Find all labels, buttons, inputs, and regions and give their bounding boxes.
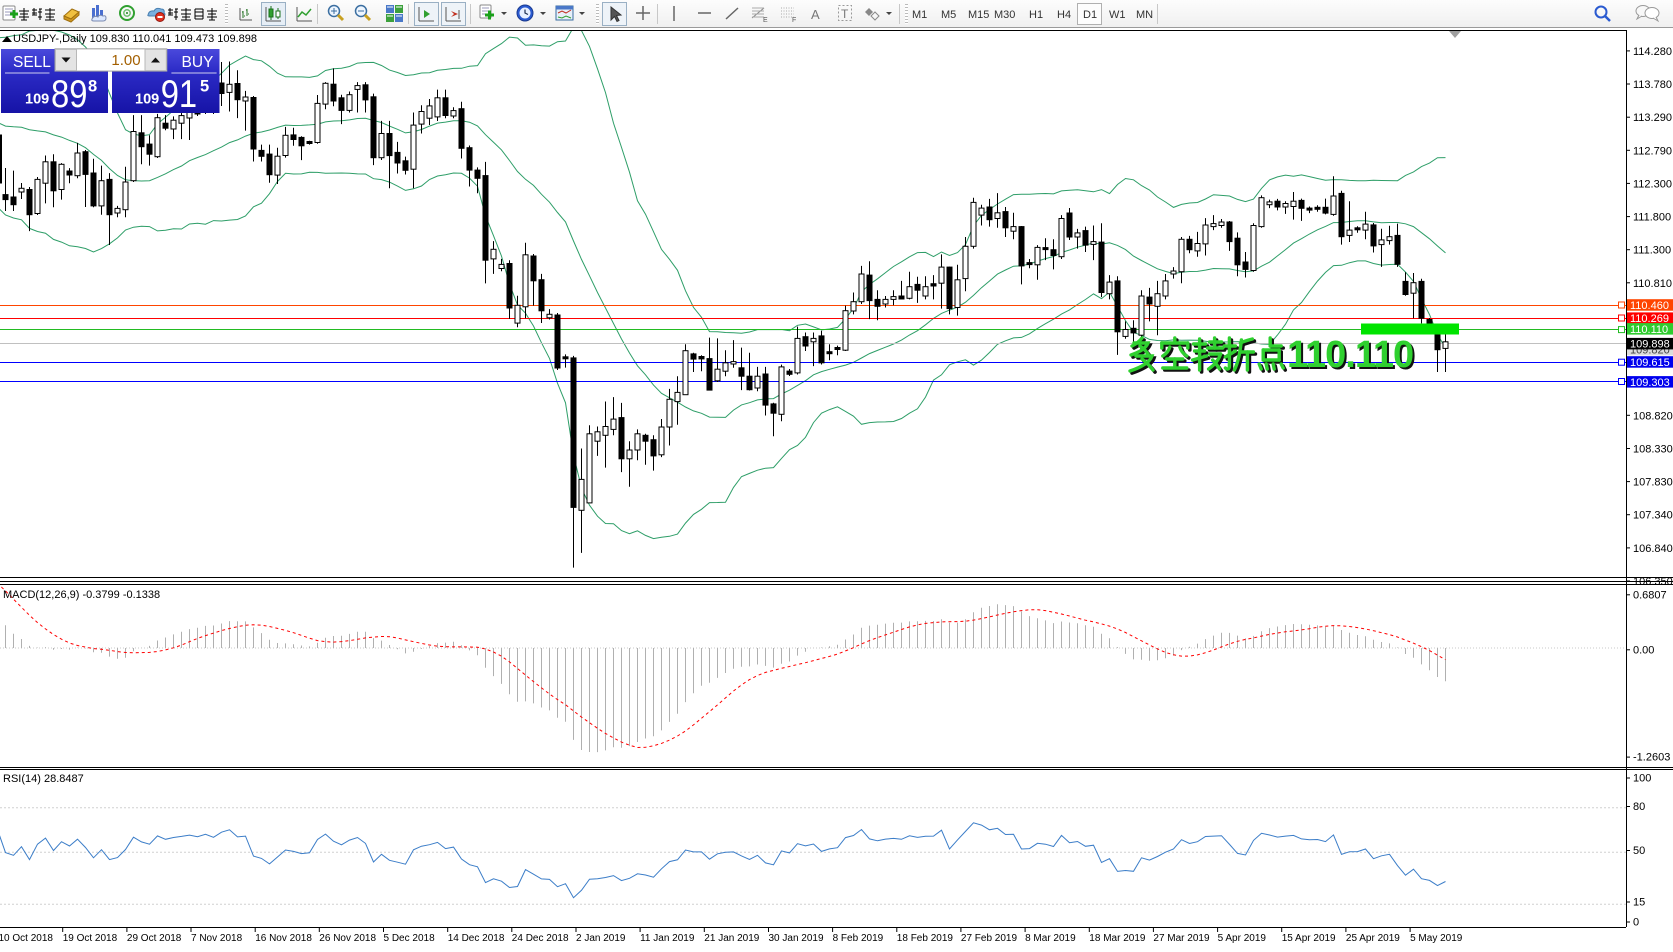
svg-text:15 Apr 2019: 15 Apr 2019: [1282, 933, 1336, 944]
svg-text:10 Oct 2018: 10 Oct 2018: [0, 933, 53, 944]
svg-text:112.790: 112.790: [1633, 145, 1672, 157]
svg-text:114.280: 114.280: [1633, 46, 1672, 58]
svg-text:H1: H1: [1029, 9, 1043, 21]
svg-text:1.00: 1.00: [111, 52, 140, 69]
svg-text:-1.2603: -1.2603: [1633, 752, 1670, 764]
svg-text:0.6807: 0.6807: [1633, 589, 1667, 601]
svg-text:108.330: 108.330: [1633, 444, 1673, 456]
svg-text:25 Apr 2019: 25 Apr 2019: [1346, 933, 1400, 944]
svg-text:30 Jan 2019: 30 Jan 2019: [769, 933, 824, 944]
svg-text:109.303: 109.303: [1630, 377, 1670, 389]
svg-text:M1: M1: [912, 9, 927, 21]
svg-text:113.290: 113.290: [1633, 112, 1672, 124]
svg-text:H4: H4: [1057, 9, 1071, 21]
svg-text:M15: M15: [968, 9, 989, 21]
svg-text:15: 15: [1633, 897, 1645, 909]
svg-text:A: A: [811, 7, 820, 22]
svg-text:8 Mar 2019: 8 Mar 2019: [1025, 933, 1076, 944]
svg-text:21 Jan 2019: 21 Jan 2019: [704, 933, 759, 944]
svg-text:80: 80: [1633, 801, 1645, 813]
svg-text:BUY: BUY: [182, 54, 214, 71]
svg-text:E: E: [763, 17, 768, 24]
svg-text:0.00: 0.00: [1633, 644, 1654, 656]
svg-text:F: F: [792, 17, 796, 24]
svg-text:91: 91: [161, 71, 197, 115]
svg-text:M5: M5: [941, 9, 956, 21]
svg-text:MN: MN: [1136, 9, 1153, 21]
svg-text:8 Feb 2019: 8 Feb 2019: [833, 933, 884, 944]
svg-text:111.300: 111.300: [1633, 245, 1671, 257]
svg-text:USDJPY-,Daily 109.830 110.041: USDJPY-,Daily 109.830 110.041 109.473 10…: [13, 33, 257, 45]
svg-text:27 Mar 2019: 27 Mar 2019: [1153, 933, 1210, 944]
svg-text:100: 100: [1633, 773, 1651, 785]
svg-text:SELL: SELL: [13, 54, 51, 71]
svg-text:5: 5: [200, 77, 209, 95]
svg-text:110.110: 110.110: [1289, 336, 1415, 378]
svg-text:18 Feb 2019: 18 Feb 2019: [897, 933, 954, 944]
svg-text:D1: D1: [1083, 9, 1097, 21]
svg-text:50: 50: [1633, 845, 1645, 857]
svg-text:110.110: 110.110: [1630, 324, 1668, 336]
svg-text:107.340: 107.340: [1633, 510, 1673, 522]
svg-text:MACD(12,26,9) -0.3799 -0.1338: MACD(12,26,9) -0.3799 -0.1338: [3, 589, 160, 601]
svg-text:19 Oct 2018: 19 Oct 2018: [63, 933, 118, 944]
svg-text:112.300: 112.300: [1633, 178, 1672, 190]
svg-text:107.830: 107.830: [1633, 477, 1673, 489]
svg-text:106.840: 106.840: [1633, 543, 1673, 555]
svg-text:27 Feb 2019: 27 Feb 2019: [961, 933, 1018, 944]
svg-text:110.110: 110.110: [1287, 334, 1413, 376]
svg-text:106.350: 106.350: [1633, 576, 1673, 588]
svg-text:29 Oct 2018: 29 Oct 2018: [127, 933, 182, 944]
svg-text:108.820: 108.820: [1633, 410, 1673, 422]
svg-text:7 Nov 2018: 7 Nov 2018: [191, 933, 243, 944]
svg-text:5 Apr 2019: 5 Apr 2019: [1218, 933, 1267, 944]
svg-text:14 Dec 2018: 14 Dec 2018: [448, 933, 505, 944]
svg-text:26 Nov 2018: 26 Nov 2018: [319, 933, 376, 944]
svg-text:0: 0: [1633, 917, 1639, 929]
svg-text:111.800: 111.800: [1633, 212, 1671, 224]
svg-text:109.898: 109.898: [1630, 339, 1670, 351]
svg-text:T: T: [841, 7, 849, 21]
svg-text:5 May 2019: 5 May 2019: [1410, 933, 1463, 944]
svg-text:110.810: 110.810: [1633, 278, 1672, 290]
svg-text:RSI(14) 28.8487: RSI(14) 28.8487: [3, 773, 84, 785]
svg-text:109: 109: [25, 92, 49, 108]
svg-text:113.780: 113.780: [1633, 79, 1672, 91]
svg-text:11 Jan 2019: 11 Jan 2019: [640, 933, 695, 944]
svg-text:16 Nov 2018: 16 Nov 2018: [255, 933, 312, 944]
svg-text:109: 109: [135, 92, 159, 108]
svg-text:W1: W1: [1109, 9, 1126, 21]
svg-text:24 Dec 2018: 24 Dec 2018: [512, 933, 569, 944]
svg-text:M30: M30: [994, 9, 1015, 21]
svg-text:5 Dec 2018: 5 Dec 2018: [384, 933, 436, 944]
svg-text:8: 8: [88, 77, 97, 95]
svg-text:110.269: 110.269: [1630, 313, 1669, 325]
svg-text:109.615: 109.615: [1630, 357, 1670, 369]
svg-text:89: 89: [51, 71, 87, 115]
svg-text:18 Mar 2019: 18 Mar 2019: [1089, 933, 1146, 944]
svg-text:110.460: 110.460: [1630, 300, 1669, 312]
svg-text:2 Jan 2019: 2 Jan 2019: [576, 933, 626, 944]
